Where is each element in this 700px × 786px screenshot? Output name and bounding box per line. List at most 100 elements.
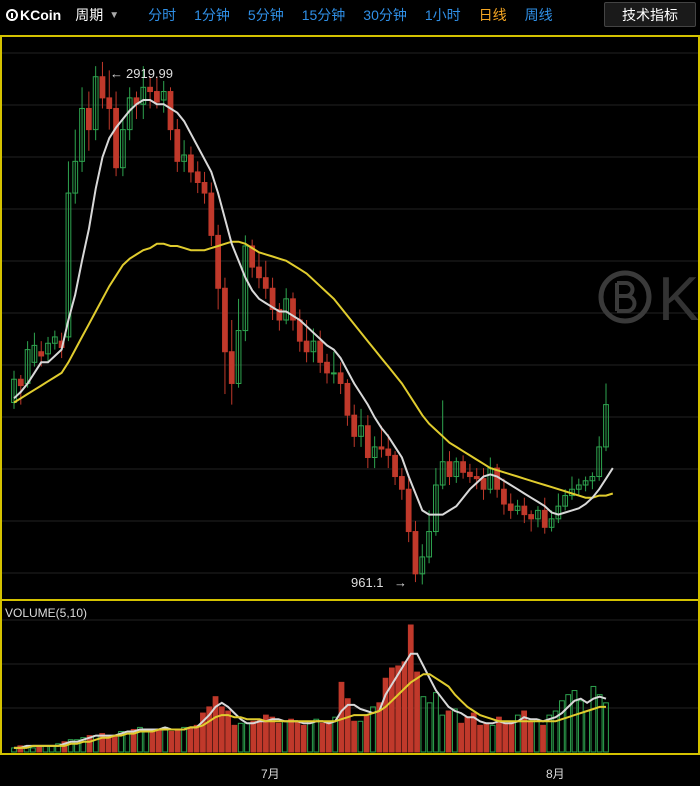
volume-bar — [388, 667, 395, 753]
tab-daily[interactable]: 日线 — [478, 7, 507, 23]
candle-body — [72, 160, 79, 194]
candle-body — [310, 340, 317, 353]
candle-body — [235, 330, 242, 384]
volume-bar — [344, 698, 351, 753]
candle-body — [582, 480, 589, 486]
volume-bar — [382, 677, 389, 753]
chart-area[interactable]: K ← 2919.99 961.1 → VOLUME(5,10) 7月 8月 — [0, 35, 700, 786]
candle-body — [38, 351, 45, 357]
volume-bar — [118, 731, 124, 753]
volume-bar — [395, 665, 402, 753]
volume-bar — [55, 743, 61, 753]
tab-weekly[interactable]: 周线 — [524, 7, 553, 23]
candle-body — [555, 505, 562, 520]
volume-bar — [596, 694, 603, 753]
candle-body — [330, 372, 337, 375]
candle-body — [433, 484, 439, 533]
tab-15min[interactable]: 15分钟 — [301, 7, 346, 23]
ma-long-line — [13, 240, 614, 499]
volume-bar — [86, 735, 93, 753]
low-annotation: 961.1 → — [351, 575, 407, 590]
volume-bar — [433, 692, 439, 753]
candle-body — [358, 425, 364, 437]
volume-bar — [250, 720, 257, 753]
volume-bar — [376, 702, 383, 753]
volume-bar — [414, 671, 420, 753]
volume-bar — [212, 696, 219, 753]
brand-logo: KCoin — [6, 7, 61, 23]
volume-bar — [401, 661, 408, 753]
volume-bar — [111, 735, 118, 753]
volume-bar — [552, 710, 559, 753]
tab-1hour[interactable]: 1小时 — [424, 7, 461, 23]
low-value: 961.1 — [351, 575, 384, 590]
volume-bar — [603, 702, 609, 753]
volume-bar — [256, 718, 263, 753]
candle-body — [317, 340, 324, 363]
tab-1min[interactable]: 1分钟 — [194, 7, 230, 23]
volume-bar — [477, 724, 483, 753]
candle-body — [79, 107, 85, 162]
volume-bar — [527, 720, 534, 753]
candle-body — [337, 372, 344, 384]
candle-body — [589, 476, 596, 482]
period-selector[interactable]: 周期 ▼ — [75, 5, 119, 25]
volume-bar — [149, 728, 156, 753]
tab-5min[interactable]: 5分钟 — [247, 7, 284, 23]
candle-body — [119, 129, 126, 169]
volume-bar — [489, 724, 496, 753]
candle-body — [222, 287, 228, 353]
volume-bar — [458, 722, 465, 753]
candle-body — [351, 414, 358, 437]
volume-bar — [288, 718, 294, 753]
volume-bar — [181, 726, 187, 753]
volume-bar — [281, 720, 288, 753]
interval-tabs: 分时 1分钟 5分钟 15分钟 30分钟 1小时 日线 周线 — [139, 0, 562, 30]
candle-body — [140, 86, 147, 105]
candle-body — [208, 192, 215, 236]
high-arrow-icon: ← — [110, 66, 123, 81]
tab-30min[interactable]: 30分钟 — [363, 7, 407, 23]
volume-bar — [470, 712, 477, 753]
volume-bar — [30, 747, 36, 753]
x-tick-august: 8月 — [546, 767, 565, 781]
volume-bar — [445, 710, 452, 753]
period-label: 周期 — [75, 7, 104, 23]
volume-bar — [313, 718, 320, 753]
candlestick-chart[interactable]: K ← 2919.99 961.1 → VOLUME(5,10) 7月 8月 — [0, 35, 700, 786]
volume-bar — [357, 720, 364, 753]
volume-bar — [137, 726, 143, 753]
volume-bar — [269, 716, 276, 753]
tab-timeshare[interactable]: 分时 — [148, 7, 177, 23]
watermark: K — [598, 265, 699, 334]
candle-body — [385, 448, 392, 456]
volume-bar — [17, 745, 24, 753]
volume-bar — [74, 739, 80, 753]
technical-indicators-button[interactable]: 技术指标 — [604, 2, 696, 27]
volume-bar — [338, 681, 345, 753]
candle-body — [603, 404, 609, 448]
volume-bar — [326, 720, 332, 753]
volume-bar — [231, 724, 238, 753]
candle-body — [467, 471, 473, 478]
candle-body — [405, 488, 412, 533]
candle-body — [45, 342, 51, 355]
candle-body — [419, 556, 426, 575]
candle-body — [575, 484, 582, 490]
volume-bar — [143, 728, 150, 753]
candle-body — [446, 461, 453, 478]
candle-body — [528, 514, 535, 520]
ma-short-line — [13, 99, 614, 516]
candle-body — [99, 76, 106, 99]
candle-body — [439, 461, 446, 486]
volume-bar — [426, 702, 433, 753]
volume-bar — [193, 724, 200, 753]
caret-down-icon: ▼ — [109, 9, 120, 21]
low-arrow-icon: → — [394, 575, 407, 590]
high-annotation: ← 2919.99 — [110, 66, 173, 81]
volume-bar — [155, 728, 162, 753]
candle-body — [548, 518, 555, 528]
volume-bar — [559, 700, 565, 753]
candle-body — [473, 476, 480, 480]
candle-body — [412, 531, 419, 575]
